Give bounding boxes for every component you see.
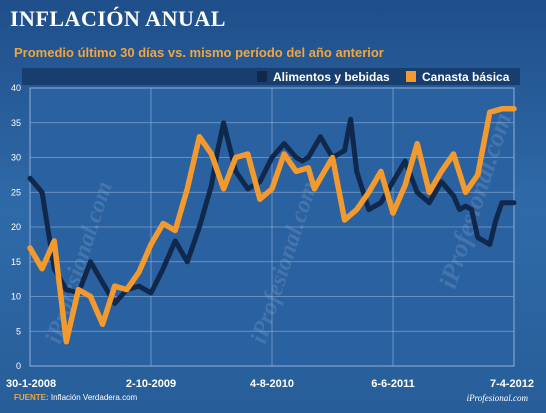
y-axis-ticks: 0 5 10 15 20 25 30 35 40 xyxy=(11,83,21,371)
source-text: Inflación Verdadera.com xyxy=(50,393,138,402)
brand-watermark: iProfesional.com xyxy=(466,393,528,403)
legend-swatch xyxy=(257,71,267,82)
chart-subtitle: Promedio último 30 días vs. mismo períod… xyxy=(14,45,384,60)
source-note: FUENTE: Inflación Verdadera.com xyxy=(14,393,137,402)
y-tick-label: 5 xyxy=(16,326,21,336)
y-tick-label: 30 xyxy=(11,153,21,163)
y-tick-label: 0 xyxy=(16,361,21,371)
y-tick-label: 35 xyxy=(11,118,21,128)
series-lines xyxy=(27,106,517,345)
y-tick-label: 15 xyxy=(11,257,21,267)
legend-label: Canasta básica xyxy=(422,70,510,84)
y-tick-label: 40 xyxy=(11,83,21,93)
y-tick-label: 25 xyxy=(11,187,21,197)
legend-label: Alimentos y bebidas xyxy=(273,70,390,84)
x-tick-label: 2-10-2009 xyxy=(126,378,176,390)
source-label: FUENTE: xyxy=(14,393,49,402)
y-tick-label: 10 xyxy=(11,292,21,302)
legend-bar xyxy=(22,68,520,85)
chart-title: INFLACIÓN ANUAL xyxy=(10,6,226,31)
series-line-alimentos xyxy=(27,116,517,306)
y-tick-label: 20 xyxy=(11,222,21,232)
series-line-canasta xyxy=(27,106,517,345)
legend: Alimentos y bebidas Canasta básica xyxy=(257,70,510,84)
x-tick-label: 30-1-2008 xyxy=(6,378,56,390)
x-tick-label: 4-8-2010 xyxy=(250,378,294,390)
x-tick-label: 6-6-2011 xyxy=(371,378,414,390)
x-axis-ticks: 30-1-2008 2-10-2009 4-8-2010 6-6-2011 7-4-20… xyxy=(6,378,534,390)
legend-swatch xyxy=(406,71,416,82)
x-tick-label: 7-4-2012 xyxy=(490,378,534,390)
